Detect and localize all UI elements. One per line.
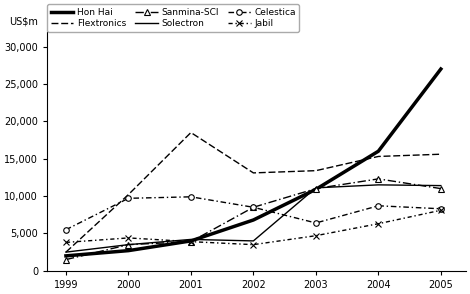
Sanmina-SCI <box>251 206 256 209</box>
Flextronics <box>125 193 131 196</box>
Jabil <box>376 222 381 225</box>
Hon Hai <box>63 254 69 258</box>
Flextronics <box>438 153 444 156</box>
Jabil <box>188 240 194 243</box>
Jabil <box>313 234 319 238</box>
Celestica <box>125 197 131 200</box>
Flextronics <box>251 171 256 175</box>
Celestica <box>438 207 444 211</box>
Hon Hai <box>125 249 131 252</box>
Solectron <box>313 186 319 190</box>
Celestica <box>188 195 194 198</box>
Sanmina-SCI <box>313 187 319 190</box>
Solectron <box>438 184 444 187</box>
Sanmina-SCI <box>376 177 381 181</box>
Jabil <box>125 236 131 240</box>
Jabil <box>251 243 256 246</box>
Solectron <box>125 243 131 246</box>
Solectron <box>376 183 381 187</box>
Line: Sanmina-SCI: Sanmina-SCI <box>63 176 444 262</box>
Hon Hai <box>188 239 194 243</box>
Hon Hai <box>251 218 256 222</box>
Sanmina-SCI <box>188 240 194 243</box>
Celestica <box>251 206 256 209</box>
Flextronics <box>63 250 69 254</box>
Sanmina-SCI <box>63 258 69 261</box>
Solectron <box>188 238 194 241</box>
Line: Flextronics: Flextronics <box>66 133 441 252</box>
Sanmina-SCI <box>438 187 444 190</box>
Line: Hon Hai: Hon Hai <box>66 69 441 256</box>
Jabil <box>438 208 444 212</box>
Hon Hai <box>376 149 381 153</box>
Line: Jabil: Jabil <box>63 208 444 248</box>
Flextronics <box>188 131 194 134</box>
Hon Hai <box>313 188 319 191</box>
Solectron <box>251 239 256 243</box>
Solectron <box>63 250 69 254</box>
Line: Celestica: Celestica <box>63 194 444 233</box>
Flextronics <box>313 169 319 172</box>
Celestica <box>63 228 69 231</box>
Hon Hai <box>438 67 444 71</box>
Legend: Hon Hai, Flextronics, Sanmina-SCI, Solectron, Celestica, Jabil: Hon Hai, Flextronics, Sanmina-SCI, Solec… <box>47 4 299 32</box>
Sanmina-SCI <box>125 243 131 246</box>
Celestica <box>376 204 381 208</box>
Jabil <box>63 241 69 244</box>
Line: Solectron: Solectron <box>66 185 441 252</box>
Flextronics <box>376 155 381 158</box>
Celestica <box>313 221 319 225</box>
Text: US$m: US$m <box>9 17 39 27</box>
